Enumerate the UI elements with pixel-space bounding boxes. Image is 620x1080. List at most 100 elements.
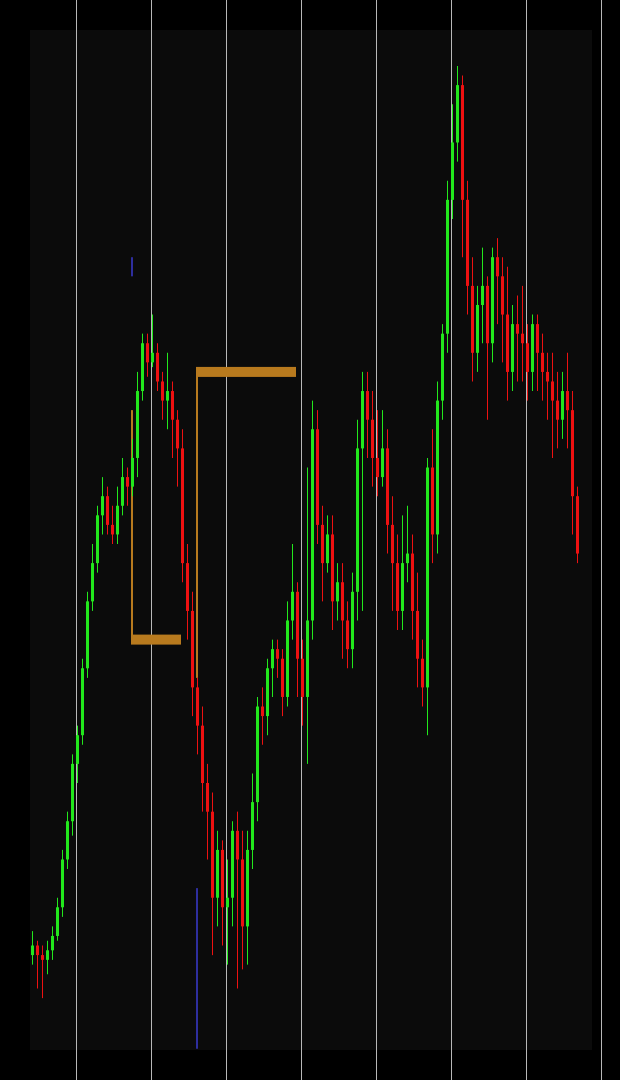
candle-body-58 [321, 524, 324, 564]
candle-body-101 [536, 324, 539, 353]
candle-75 [406, 505, 409, 583]
candle-94 [501, 257, 504, 363]
candle-body-51 [286, 620, 289, 697]
candle-93 [496, 238, 499, 325]
candle-38 [221, 840, 224, 946]
candle-82 [441, 324, 444, 420]
candle-18 [121, 457, 124, 516]
candle-79 [426, 457, 429, 736]
candle-51 [286, 601, 289, 707]
candle-23 [146, 333, 149, 377]
candle-body-25 [156, 352, 159, 382]
candle-body-68 [371, 419, 374, 458]
candle-body-92 [491, 257, 494, 344]
candle-76 [411, 534, 414, 640]
candle-65 [356, 419, 359, 621]
annotation-box-1 [196, 366, 296, 678]
candle-22 [141, 333, 144, 401]
candle-99 [526, 324, 529, 401]
candle-body-24 [151, 352, 154, 363]
candle-41 [236, 811, 239, 989]
candle-body-65 [356, 448, 359, 592]
candle-0 [31, 931, 34, 965]
candle-body-23 [146, 343, 149, 363]
candle-85 [456, 66, 459, 162]
candle-body-18 [121, 477, 124, 506]
candle-46 [261, 687, 264, 745]
candle-body-31 [186, 563, 189, 611]
candle-body-84 [451, 142, 454, 200]
candle-2 [41, 945, 44, 999]
candle-109 [576, 486, 579, 564]
candle-32 [191, 591, 194, 717]
candle-body-107 [566, 391, 569, 411]
candle-body-66 [361, 391, 364, 449]
candle-73 [396, 534, 399, 631]
candle-body-86 [461, 85, 464, 200]
candle-body-29 [176, 419, 179, 449]
candle-body-98 [521, 333, 524, 344]
candle-57 [316, 410, 319, 544]
candle-66 [361, 371, 364, 611]
candle-body-20 [131, 457, 134, 487]
candle-body-7 [66, 821, 69, 860]
candle-31 [186, 544, 189, 640]
candle-body-1 [36, 945, 39, 956]
candle-69 [376, 410, 379, 497]
candle-43 [246, 830, 249, 965]
candle-40 [231, 821, 234, 927]
candle-5 [56, 897, 59, 941]
candle-body-34 [201, 725, 204, 783]
candle-35 [206, 763, 209, 860]
candle-body-15 [106, 496, 109, 525]
candle-body-105 [556, 400, 559, 420]
candle-107 [566, 352, 569, 449]
candle-body-37 [216, 849, 219, 898]
candle-68 [371, 391, 374, 487]
candle-body-4 [51, 935, 54, 951]
candle-42 [241, 830, 244, 970]
candle-39 [226, 859, 229, 965]
candle-27 [166, 352, 169, 430]
candle-71 [386, 429, 389, 554]
candle-body-21 [136, 391, 139, 458]
candle-body-28 [171, 391, 174, 420]
candle-49 [276, 639, 279, 678]
candle-78 [421, 639, 424, 707]
candle-body-87 [466, 199, 469, 286]
candle-21 [136, 371, 139, 478]
markers [131, 257, 198, 1049]
candle-70 [381, 410, 384, 487]
candle-16 [111, 505, 114, 544]
candle-body-61 [336, 582, 339, 602]
candle-body-97 [516, 324, 519, 334]
candle-body-85 [456, 85, 459, 143]
candle-body-22 [141, 343, 144, 392]
candle-body-54 [301, 658, 304, 697]
candle-body-72 [391, 524, 394, 564]
candle-37 [216, 830, 219, 927]
candle-91 [486, 276, 489, 420]
candle-29 [176, 410, 179, 487]
candle-52 [291, 544, 294, 640]
candle-body-96 [511, 324, 514, 372]
candle-body-2 [41, 955, 44, 960]
candle-13 [96, 505, 99, 573]
candle-body-14 [101, 496, 104, 516]
candle-body-11 [86, 601, 89, 669]
candle-body-73 [396, 563, 399, 611]
candle-24 [151, 314, 154, 368]
candle-body-82 [441, 333, 444, 401]
candle-body-41 [236, 830, 239, 860]
candle-body-5 [56, 907, 59, 936]
candle-64 [351, 572, 354, 669]
candle-body-109 [576, 496, 579, 554]
candle-body-60 [331, 534, 334, 602]
candle-102 [541, 333, 544, 401]
candle-body-77 [416, 610, 419, 659]
candle-body-89 [476, 305, 479, 353]
candle-body-10 [81, 668, 84, 736]
candle-body-93 [496, 257, 499, 277]
candle-body-17 [116, 505, 119, 535]
candle-body-9 [76, 735, 79, 764]
